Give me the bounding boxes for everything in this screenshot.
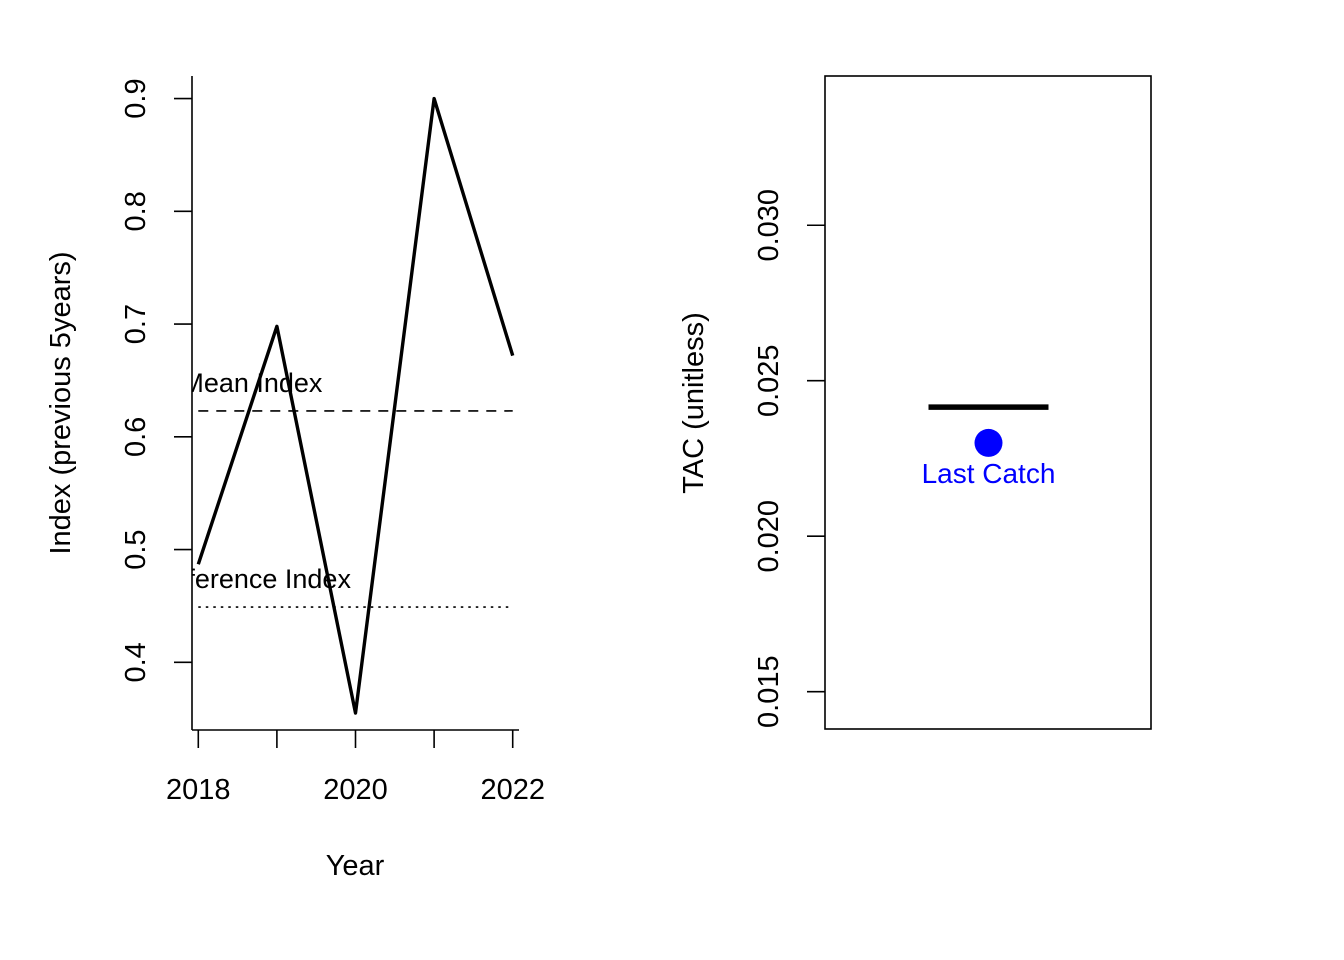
- last-catch-label: Last Catch: [922, 458, 1056, 489]
- index-y-axis-label: Index (previous 5years): [45, 251, 77, 554]
- index-y-tick-label: 0.7: [120, 304, 152, 344]
- tac-y-axis-label: TAC (unitless): [678, 312, 710, 494]
- index-series-line: [196, 96, 515, 715]
- index-x-axis-label: Year: [326, 850, 385, 882]
- index-ticks: 0.4 0.5 0.6 0.7 0.8 0.9 2018 2020 2022: [120, 78, 545, 806]
- reference-index-label: Reference Index: [153, 564, 352, 594]
- index-x-tick-label: 2022: [480, 774, 545, 806]
- index-axes: [191, 76, 519, 731]
- index-y-tick-label: 0.8: [120, 191, 152, 231]
- index-y-tick-label: 0.9: [120, 78, 152, 118]
- index-x-tick-label: 2018: [166, 774, 231, 806]
- index-plot-area: Mean Index Reference Index: [153, 96, 515, 715]
- tac-ticks: 0.015 0.020 0.025 0.030: [753, 189, 825, 728]
- tac-y-tick-label: 0.015: [753, 655, 785, 728]
- index-panel: 0.4 0.5 0.6 0.7 0.8 0.9 2018 2020 2022 Mean Inde…: [45, 76, 545, 882]
- tac-y-tick-label: 0.025: [753, 344, 785, 417]
- tac-panel: 0.015 0.020 0.025 0.030 Last Catch TAC (uni…: [678, 75, 1152, 730]
- index-reference-lines: Mean Index Reference Index: [153, 368, 513, 608]
- tac-marks: Last Catch: [922, 404, 1056, 489]
- index-y-tick-label: 0.6: [120, 417, 152, 457]
- tac-y-tick-label: 0.030: [753, 189, 785, 262]
- index-y-tick-label: 0.4: [120, 642, 152, 682]
- index-series: [196, 96, 515, 715]
- index-y-tick-label: 0.5: [120, 529, 152, 569]
- mean-index-label: Mean Index: [181, 368, 323, 398]
- tac-y-tick-label: 0.020: [753, 500, 785, 573]
- tac-plot-box: [824, 75, 1152, 730]
- index-x-tick-label: 2020: [323, 774, 388, 806]
- last-catch-point: [974, 428, 1003, 457]
